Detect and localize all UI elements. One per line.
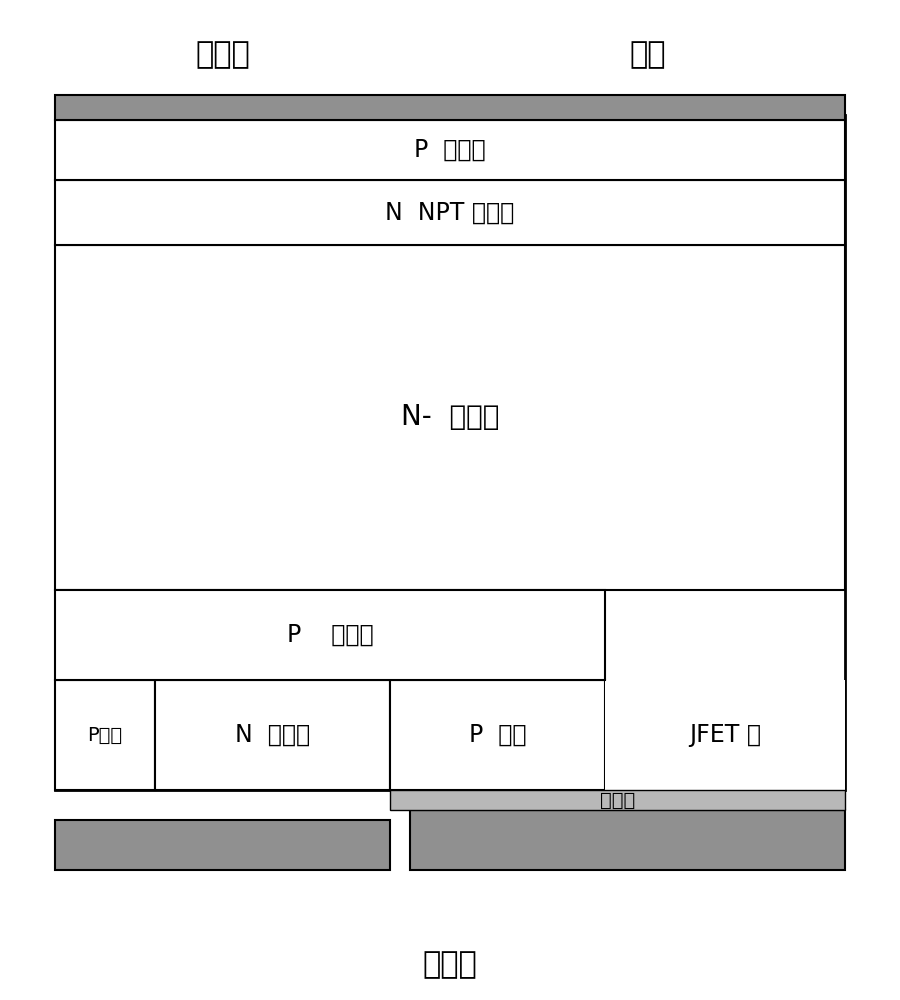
Bar: [605, 680, 845, 790]
Bar: [55, 680, 155, 790]
Text: 栅极: 栅极: [629, 40, 666, 70]
Text: N  NPT 缓冲层: N NPT 缓冲层: [385, 200, 515, 225]
Text: N-  漂移区: N- 漂移区: [400, 403, 500, 432]
Text: P  集电区: P 集电区: [414, 138, 486, 162]
Text: 集电极: 集电极: [423, 950, 477, 980]
Bar: [155, 680, 390, 790]
Bar: [55, 820, 390, 870]
Bar: [55, 120, 845, 180]
Text: P    屏蔽区: P 屏蔽区: [287, 623, 374, 647]
Bar: [390, 790, 845, 810]
Bar: [55, 180, 845, 245]
Text: N  发射区: N 发射区: [235, 723, 310, 747]
Text: 栅氧层: 栅氧层: [600, 790, 635, 810]
Bar: [55, 245, 845, 590]
Text: 发射极: 发射极: [195, 40, 250, 70]
Text: JFET 区: JFET 区: [689, 723, 761, 747]
Bar: [55, 115, 845, 790]
Text: P  基区: P 基区: [469, 723, 526, 747]
Text: P基区: P基区: [87, 726, 122, 744]
Bar: [410, 810, 845, 870]
Bar: [55, 590, 605, 680]
Bar: [390, 680, 605, 790]
Bar: [55, 95, 845, 120]
